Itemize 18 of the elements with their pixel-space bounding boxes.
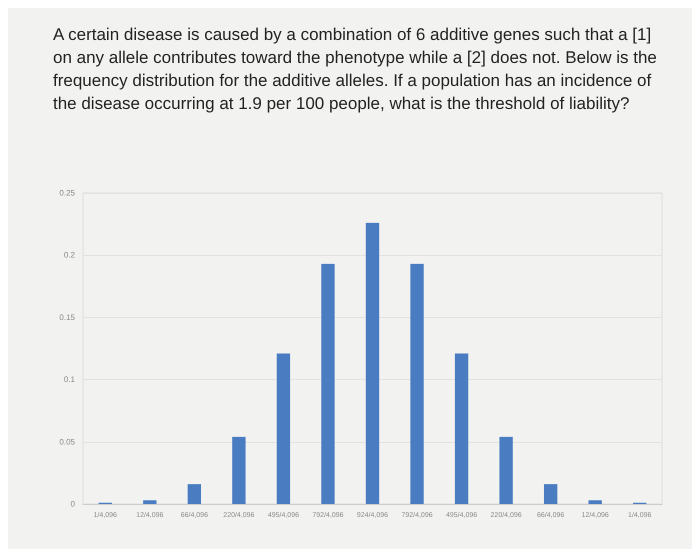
bar [588,500,602,504]
bar [188,484,202,504]
bar [366,222,380,504]
bar [321,264,335,504]
y-tick-label: 0.25 [59,188,76,198]
bar [454,353,468,504]
bar [276,353,290,504]
chart-title: A certain disease is caused by a combination of 6 additive genes such that a [1] on any allele contributes toward the phenotype while a [2] does not. Below is the frequency distribution for the additive alleles. If a population has an incidence of the disease occurring at 1.9 per 100 people, what is the threshold of liability? [53,25,662,113]
bar [499,436,513,504]
bar [544,484,558,504]
y-tick-label: 0.2 [64,250,76,260]
bar [143,500,156,504]
bar [232,436,246,504]
y-tick-label: 0 [70,500,76,508]
bar [410,264,424,504]
y-tick-label: 0.1 [64,375,76,384]
y-tick-label: 0.15 [59,312,76,322]
y-tick-label: 0.05 [59,437,76,446]
